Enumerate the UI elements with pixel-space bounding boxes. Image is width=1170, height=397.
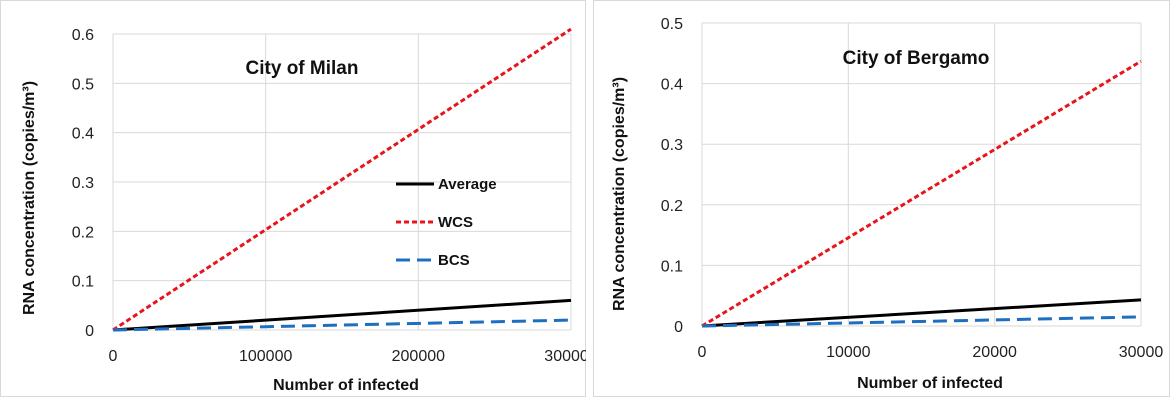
series-line-average [112,298,572,332]
x-tick-label: 0 [109,348,118,365]
x-axis-title: Number of infected [273,377,419,394]
y-tick-label: 0 [85,323,94,340]
chart-bergamo: 0 0.1 0.2 0.3 0.4 0.5 0 10000 20000 30000 City of… [593,0,1170,397]
legend-label: WCS [438,214,473,231]
x-tick-label: 0 [698,344,707,361]
series-line-wcs [112,27,572,332]
legend-label: BCS [438,252,470,269]
series-line-2 [701,315,1142,328]
y-tick-label: 0.6 [72,27,94,44]
x-tick-label: 10000 [826,344,871,361]
y-tick-label: 0.3 [661,137,683,154]
series-line-0 [701,298,1142,328]
y-axis-title: RNA concentration (copies/m³) [611,77,628,311]
y-tick-label: 0.1 [661,258,683,275]
x-tick-label: 30000 [1119,344,1164,361]
series-line-1 [701,59,1142,328]
y-tick-label: 0.2 [72,224,94,241]
chart-title: City of Bergamo [843,48,990,69]
tick-labels: 0 0.1 0.2 0.3 0.4 0.5 0 10000 20000 30000 [661,16,1164,361]
chart-title: City of Milan [246,58,359,79]
y-tick-label: 0.5 [72,76,94,93]
series-line-bcs [112,318,572,332]
y-tick-label: 0.1 [72,274,94,291]
series-lines [701,59,1142,328]
y-tick-label: 0 [674,319,683,336]
y-tick-label: 0.4 [661,77,683,94]
x-tick-label: 100000 [239,348,292,365]
x-tick-label: 200000 [392,348,445,365]
legend: Average WCS BCS [396,176,497,269]
y-tick-label: 0.4 [72,126,94,143]
y-tick-label: 0.2 [661,198,683,215]
x-tick-label: 300000 [544,348,586,365]
tick-labels: 0 0.1 0.2 0.3 0.4 0.5 0.6 0 100000 200000 300000 [72,27,586,365]
y-tick-label: 0.5 [661,16,683,33]
chart-panel-bergamo: 0 0.1 0.2 0.3 0.4 0.5 0 10000 20000 30000 City of… [593,0,1170,397]
y-tick-label: 0.3 [72,175,94,192]
series-lines [112,27,572,332]
x-axis-title: Number of infected [857,375,1003,392]
y-axis-title: RNA concentration (copies/m³) [21,81,38,315]
chart-milan: 0 0.1 0.2 0.3 0.4 0.5 0.6 0 100000 200000 300000 C… [0,0,586,397]
chart-frame [593,0,1170,397]
x-tick-label: 20000 [972,344,1017,361]
chart-panel-milan: 0 0.1 0.2 0.3 0.4 0.5 0.6 0 100000 200000 300000 C… [0,0,586,397]
gridlines [701,22,1142,327]
legend-label: Average [438,176,497,193]
